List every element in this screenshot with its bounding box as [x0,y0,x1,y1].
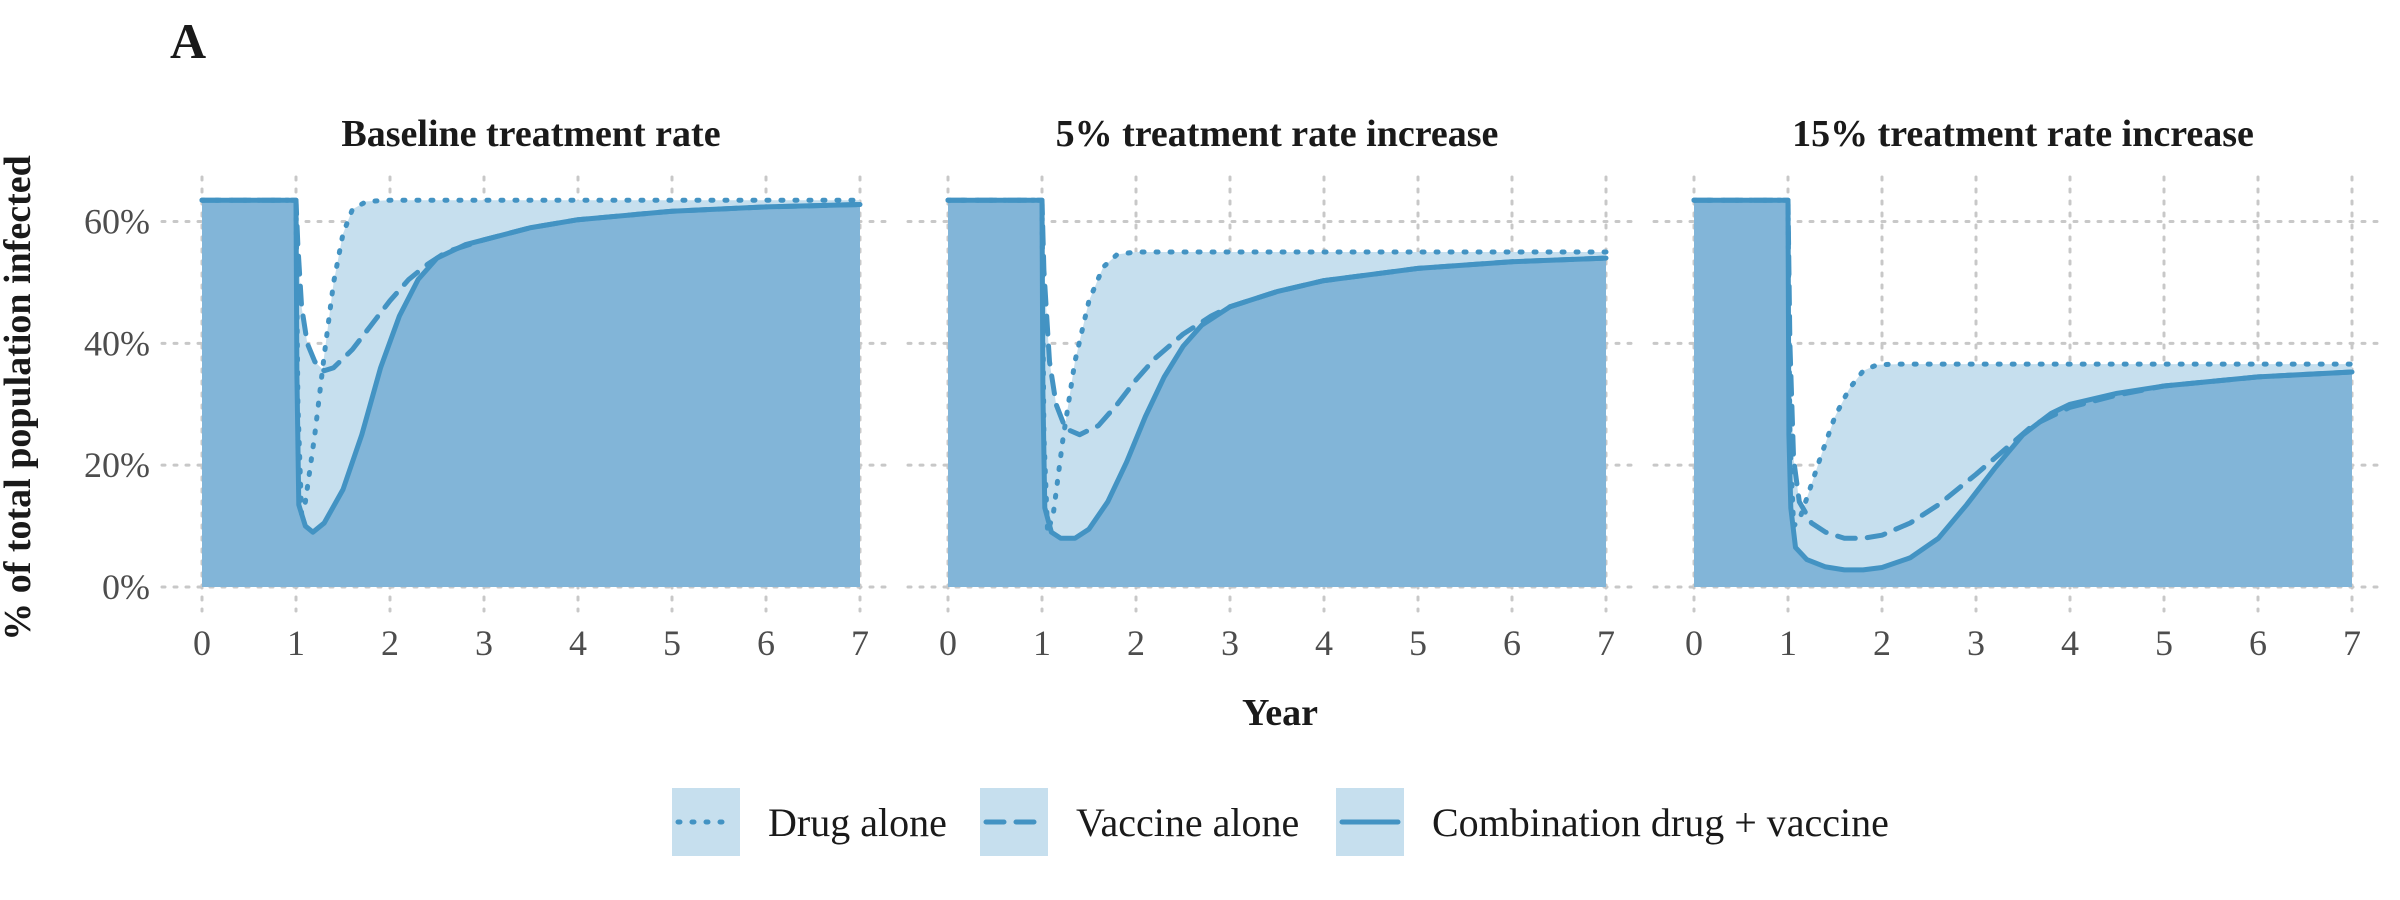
x-tick-label: 5 [2155,623,2173,663]
x-tick-label: 7 [1597,623,1615,663]
chart-panel-3: 15% treatment rate increase 0 1 2 3 4 5 6 7 [1652,113,2384,663]
x-tick-label: 7 [2343,623,2361,663]
x-tick-label: 1 [1779,623,1797,663]
x-tick-label: 6 [1503,623,1521,663]
x-tick-label: 6 [2249,623,2267,663]
panel-title: 15% treatment rate increase [1792,113,2254,155]
area-combination [202,200,860,587]
legend-item: Drug alone [672,788,947,856]
legend-label: Vaccine alone [1076,800,1299,845]
panel-title: 5% treatment rate increase [1056,113,1499,155]
x-tick-label: 0 [193,623,211,663]
panel-title: Baseline treatment rate [341,113,720,155]
y-tick-label: 60% [84,202,150,242]
x-tick-label: 4 [1315,623,1333,663]
panel-letter: A [170,13,206,69]
x-tick-label: 2 [1873,623,1891,663]
x-tick-label: 2 [1127,623,1145,663]
x-tick-label: 7 [851,623,869,663]
legend-label: Combination drug + vaccine [1432,800,1889,845]
x-tick-label: 6 [757,623,775,663]
x-tick-label: 3 [1221,623,1239,663]
y-tick-label: 0% [102,567,150,607]
x-tick-label: 3 [1967,623,1985,663]
series-line-solid [945,197,1609,541]
legend-item: Combination drug + vaccine [1336,788,1889,856]
x-tick-label: 0 [939,623,957,663]
area-combination [948,200,1606,587]
x-tick-label: 1 [1033,623,1051,663]
y-axis-label: % of total population infected [0,155,39,641]
area-combination [1694,200,2352,587]
chart-panel-2: 5% treatment rate increase 0 1 2 3 4 5 6 7 [906,113,1638,663]
x-tick-label: 4 [2061,623,2079,663]
legend-label: Drug alone [768,800,947,845]
x-axis-label: Year [1242,692,1318,734]
x-tick-label: 3 [475,623,493,663]
x-tick-label: 5 [1409,623,1427,663]
legend: Drug alone Vaccine alone Combination drug … [672,788,1889,856]
chart-panel-1: Baseline treatment rate 0% 20% 40% 60% 0 1 2 3 4 5… [84,113,892,663]
x-tick-label: 5 [663,623,681,663]
y-tick-label: 20% [84,445,150,485]
x-tick-label: 1 [287,623,305,663]
x-tick-label: 0 [1685,623,1703,663]
series-line-solid [199,197,863,535]
series-line-solid [1691,197,2355,573]
legend-item: Vaccine alone [980,788,1299,856]
x-tick-label: 4 [569,623,587,663]
y-tick-label: 40% [84,323,150,363]
x-tick-label: 2 [381,623,399,663]
